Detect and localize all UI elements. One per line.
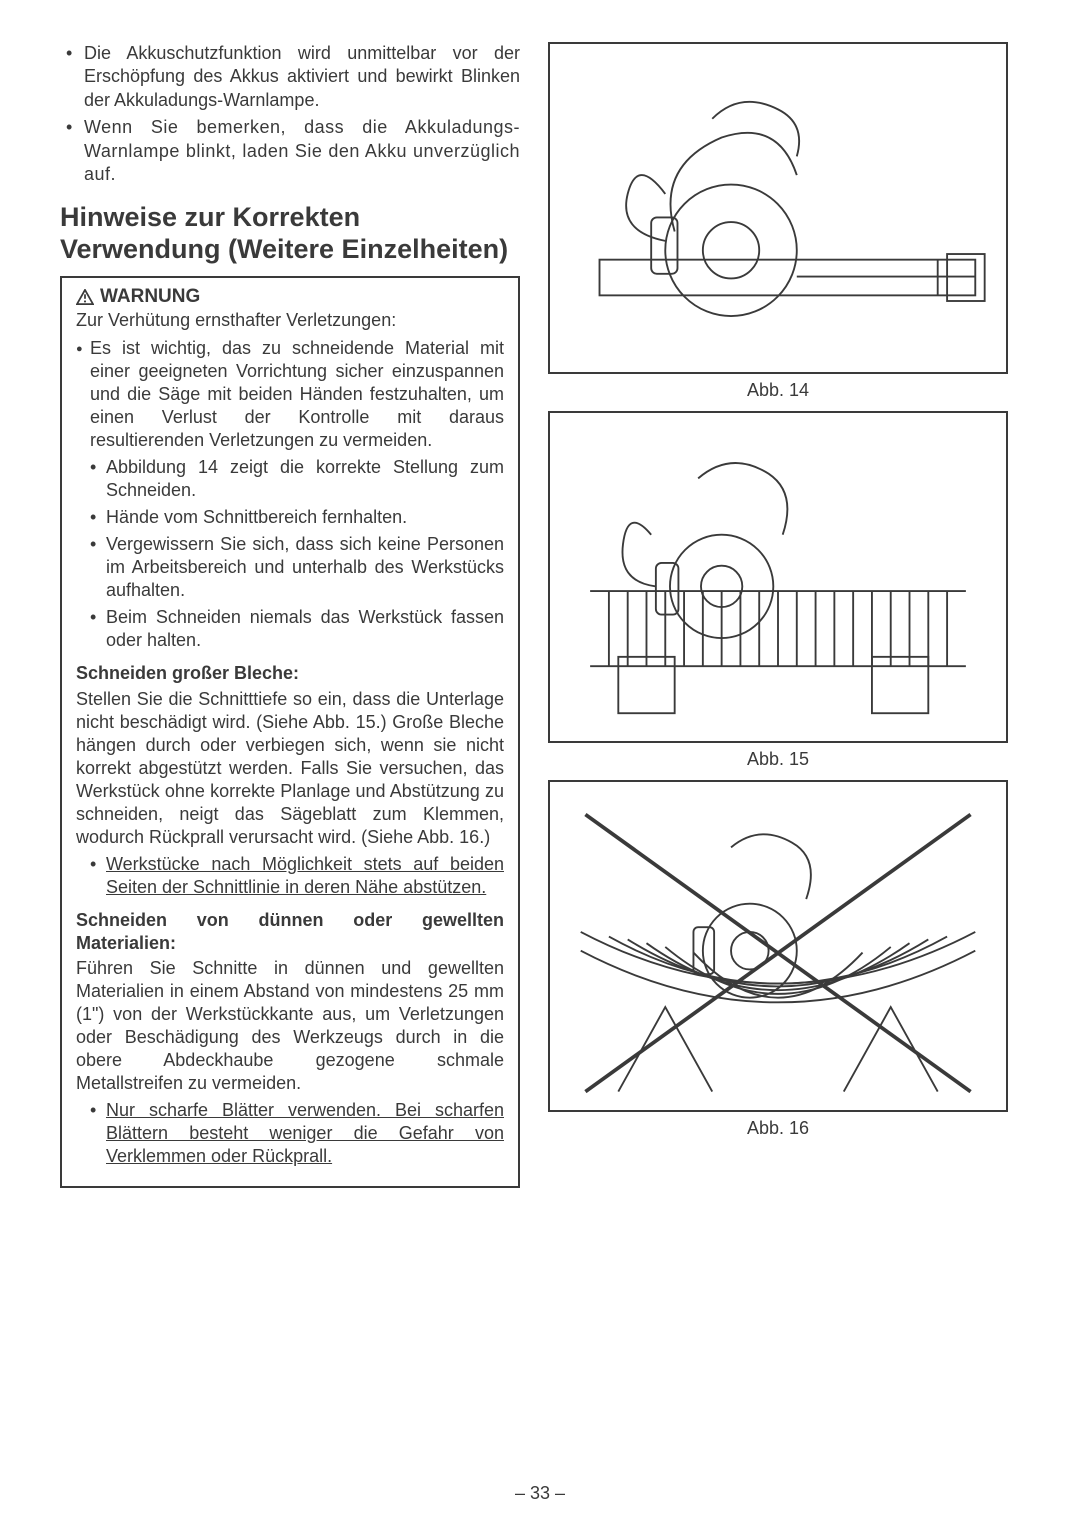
subheading-large-sheets: Schneiden großer Bleche: bbox=[76, 662, 504, 685]
intro-bullet: Die Akkuschutzfunktion wird unmittelbar … bbox=[84, 42, 520, 112]
warning-bullet-l2: Vergewissern Sie sich, dass sich keine P… bbox=[106, 533, 504, 602]
paragraph-large-sheets: Stellen Sie die Schnitttiefe so ein, das… bbox=[76, 688, 504, 849]
right-column: Abb. 14 bbox=[548, 42, 1008, 1188]
paragraph-thin-materials: Führen Sie Schnitte in dünnen und gewell… bbox=[76, 957, 504, 1095]
warning-intro: Zur Verhütung ernsthafter Verletzungen: bbox=[76, 310, 504, 331]
figure-16-caption: Abb. 16 bbox=[548, 1118, 1008, 1139]
warning-body: Es ist wichtig, das zu schneidende Mater… bbox=[76, 337, 504, 1168]
figure-14-caption: Abb. 14 bbox=[548, 380, 1008, 401]
warning-bullet-l1: Es ist wichtig, das zu schneidende Mater… bbox=[90, 337, 504, 452]
warning-title: WARNUNG bbox=[76, 286, 504, 308]
left-column: Die Akkuschutzfunktion wird unmittelbar … bbox=[60, 42, 520, 1188]
figure-15 bbox=[548, 411, 1008, 743]
warning-title-text: WARNUNG bbox=[100, 286, 200, 308]
warning-box: WARNUNG Zur Verhütung ernsthafter Verlet… bbox=[60, 276, 520, 1188]
warning-bullet-l2: Abbildung 14 zeigt die korrekte Stellung… bbox=[106, 456, 504, 502]
figure-15-caption: Abb. 15 bbox=[548, 749, 1008, 770]
figure-16 bbox=[548, 780, 1008, 1112]
warning-triangle-icon bbox=[76, 289, 94, 305]
warning-bullet-l2: Hände vom Schnittbereich fernhalten. bbox=[106, 506, 504, 529]
bullet-underlined: Nur scharfe Blätter verwenden. Bei schar… bbox=[106, 1099, 504, 1168]
figure-15-illustration bbox=[558, 422, 998, 732]
subheading-thin-materials: Schneiden von dünnen oder gewellten Mate… bbox=[76, 909, 504, 955]
page-number: – 33 – bbox=[0, 1483, 1080, 1504]
intro-bullet: Wenn Sie bemerken, dass die Akkuladungs-… bbox=[84, 116, 520, 186]
section-heading: Hinweise zur Korrekten Verwendung (Weite… bbox=[60, 202, 520, 266]
warning-bullet-l2: Beim Schneiden niemals das Werkstück fas… bbox=[106, 606, 504, 652]
page-content: Die Akkuschutzfunktion wird unmittelbar … bbox=[0, 0, 1080, 1188]
figure-16-illustration bbox=[558, 791, 998, 1101]
figure-14 bbox=[548, 42, 1008, 374]
intro-bullet-list: Die Akkuschutzfunktion wird unmittelbar … bbox=[84, 42, 520, 186]
bullet-underlined: Werkstücke nach Möglichkeit stets auf be… bbox=[106, 853, 504, 899]
figure-14-illustration bbox=[558, 53, 998, 363]
